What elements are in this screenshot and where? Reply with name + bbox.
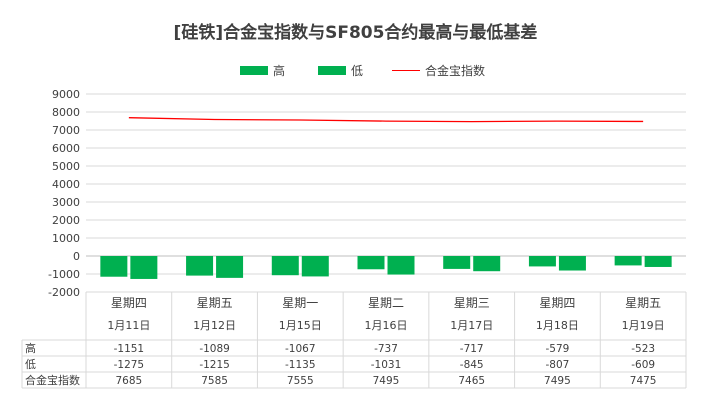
x-date-label: 1月12日 <box>193 319 236 332</box>
table-cell-value: -1275 <box>114 359 145 371</box>
table-cell-value: -1031 <box>371 359 402 371</box>
legend-swatch-index <box>392 70 420 71</box>
table-cell-value: -1089 <box>199 343 230 355</box>
y-tick-label: 0 <box>73 250 80 263</box>
x-category-label: 星期五 <box>197 296 233 310</box>
legend-item-index: 合金宝指数 <box>392 62 485 79</box>
table-cell-value: 7495 <box>544 375 571 387</box>
table-cell-value: 7685 <box>115 375 142 387</box>
x-category-label: 星期三 <box>454 296 490 310</box>
y-tick-label: -1000 <box>48 268 80 281</box>
x-date-label: 1月17日 <box>450 319 493 332</box>
y-tick-label: 5000 <box>52 160 80 173</box>
y-tick-label: 7000 <box>52 124 80 137</box>
bar-high <box>186 256 214 276</box>
x-category-label: 星期四 <box>111 296 147 310</box>
legend-item-low: 低 <box>318 62 363 79</box>
bar-low <box>216 256 244 278</box>
table-cell-value: 7585 <box>201 375 228 387</box>
bar-high <box>528 256 556 267</box>
chart-title: [硅铁]合金宝指数与SF805合约最高与最低基差 <box>173 23 538 43</box>
x-date-label: 1月16日 <box>365 319 408 332</box>
x-category-label: 星期五 <box>625 296 661 310</box>
table-cell-value: -579 <box>546 343 570 355</box>
table-row-label: 高 <box>25 341 36 355</box>
bar-high <box>100 256 128 277</box>
bar-low <box>130 256 158 279</box>
table-cell-value: 7475 <box>630 375 657 387</box>
bar-low <box>473 256 501 272</box>
y-tick-label: 9000 <box>52 88 80 101</box>
table-cell-value: -807 <box>546 359 570 371</box>
x-date-label: 1月11日 <box>107 319 150 332</box>
bar-low <box>558 256 586 271</box>
bar-high <box>271 256 299 276</box>
bar-low <box>301 256 329 277</box>
y-tick-label: 4000 <box>52 178 80 191</box>
table-cell-value: 7555 <box>287 375 314 387</box>
legend-swatch-low <box>318 66 346 75</box>
bar-high <box>443 256 471 269</box>
legend-swatch-high <box>240 66 268 75</box>
x-date-label: 1月15日 <box>279 319 322 332</box>
table-row-label: 合金宝指数 <box>25 373 80 387</box>
table-cell-value: 7495 <box>373 375 400 387</box>
bar-high <box>357 256 385 270</box>
legend-item-high: 高 <box>240 62 285 79</box>
x-date-label: 1月18日 <box>536 319 579 332</box>
legend-label-low: 低 <box>351 64 364 78</box>
y-tick-label: 8000 <box>52 106 80 119</box>
table-cell-value: -1067 <box>285 343 316 355</box>
y-tick-label: 2000 <box>52 214 80 227</box>
bar-low <box>644 256 672 267</box>
table-cell-value: 7465 <box>458 375 485 387</box>
legend-label-index: 合金宝指数 <box>425 64 486 78</box>
table-row-label: 低 <box>25 358 36 371</box>
y-tick-label: 3000 <box>52 196 80 209</box>
table-cell-value: -717 <box>460 343 484 355</box>
legend-label-high: 高 <box>273 64 286 78</box>
table-cell-value: -1215 <box>199 359 230 371</box>
x-category-label: 星期四 <box>539 296 575 310</box>
x-category-label: 星期一 <box>282 296 318 310</box>
index-line <box>128 117 644 123</box>
y-tick-label: 6000 <box>52 142 80 155</box>
bar-high <box>614 256 642 266</box>
table-cell-value: -845 <box>460 359 484 371</box>
table-cell-value: -609 <box>631 359 655 371</box>
y-tick-label: -2000 <box>48 286 80 299</box>
table-cell-value: -737 <box>374 343 398 355</box>
table-cell-value: -1151 <box>114 343 145 355</box>
x-date-label: 1月19日 <box>622 319 665 332</box>
x-category-label: 星期二 <box>368 296 404 310</box>
table-cell-value: -1135 <box>285 359 316 371</box>
table-cell-value: -523 <box>631 343 655 355</box>
y-tick-label: 1000 <box>52 232 80 245</box>
bar-low <box>387 256 415 275</box>
